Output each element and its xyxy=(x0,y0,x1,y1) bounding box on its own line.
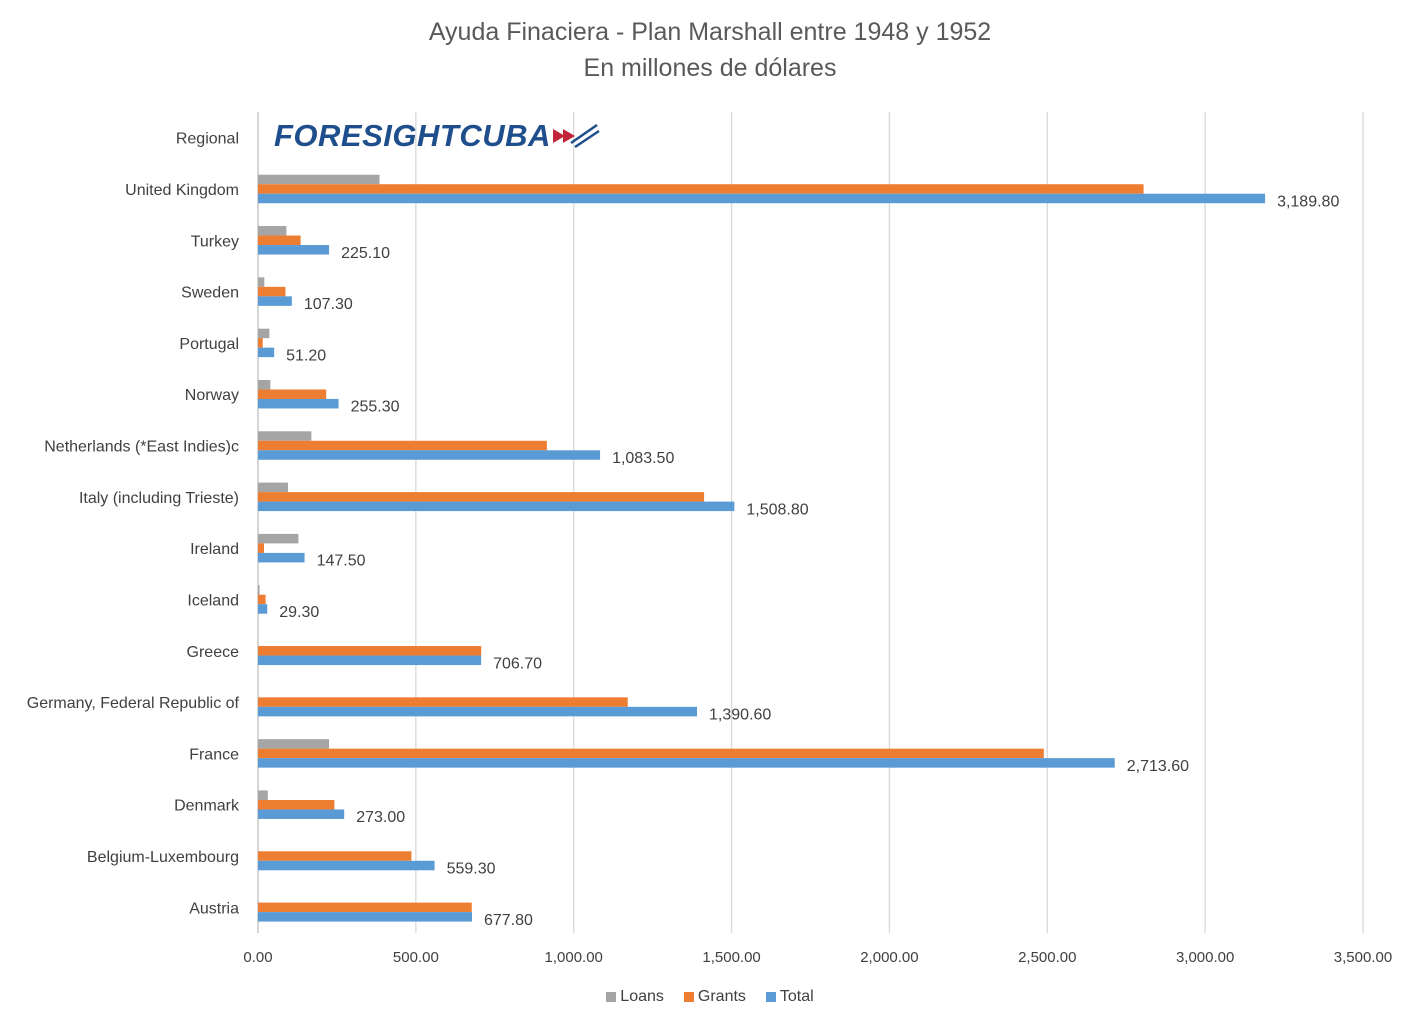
logo-arrows-icon xyxy=(552,123,600,149)
bar-grants xyxy=(258,389,327,399)
legend-item-grants: Grants xyxy=(683,988,746,1006)
category-label: Norway xyxy=(185,387,239,404)
category-label: Austria xyxy=(189,900,239,917)
bar-grants xyxy=(258,799,335,810)
bar-loans xyxy=(258,328,270,339)
legend-item-total: Total xyxy=(765,988,814,1006)
category-label: Denmark xyxy=(174,798,240,815)
bar-total xyxy=(258,912,472,922)
category-label: Germany, Federal Republic of xyxy=(27,695,240,712)
bar-total xyxy=(258,809,345,819)
total-data-label: 273.00 xyxy=(356,809,405,826)
bar-grants xyxy=(258,697,628,707)
total-data-label: 559.30 xyxy=(447,861,496,878)
bar-grants xyxy=(258,851,412,861)
bar-total xyxy=(258,552,305,563)
total-data-label: 147.50 xyxy=(317,553,366,570)
total-data-label: 1,083.50 xyxy=(612,450,674,467)
legend: Loans Grants Total xyxy=(0,988,1420,1006)
x-tick-label: 3,500.00 xyxy=(1334,949,1392,966)
total-data-label: 3,189.80 xyxy=(1277,193,1339,210)
bar-total xyxy=(258,193,1266,204)
category-label: Iceland xyxy=(187,592,239,609)
x-tick-label: 2,500.00 xyxy=(1018,949,1076,966)
bar-grants xyxy=(258,594,266,605)
foresightcuba-logo: FORESIGHTCUBA xyxy=(274,118,601,154)
bar-grants xyxy=(258,492,705,502)
total-data-label: 255.30 xyxy=(351,399,400,416)
category-label: United Kingdom xyxy=(125,182,239,199)
category-label: Ireland xyxy=(190,541,239,558)
category-label: Sweden xyxy=(181,285,239,302)
total-data-label: 107.30 xyxy=(304,296,353,313)
bar-total xyxy=(258,347,275,358)
category-label: Italy (including Trieste) xyxy=(79,490,239,507)
x-tick-label: 1,000.00 xyxy=(545,949,603,966)
legend-swatch xyxy=(765,992,776,1002)
bar-loans xyxy=(258,790,268,800)
bar-grants xyxy=(258,543,264,553)
x-tick-label: 0.00 xyxy=(243,949,272,966)
category-label: Turkey xyxy=(191,233,239,250)
bar-loans xyxy=(258,585,260,595)
bar-grants xyxy=(258,440,547,451)
bar-grants xyxy=(258,235,301,246)
x-tick-label: 1,500.00 xyxy=(702,949,760,966)
bar-grants xyxy=(258,286,286,297)
bar-loans xyxy=(258,174,380,185)
bar-loans xyxy=(258,379,271,390)
bar-grants xyxy=(258,184,1144,194)
category-label: Portugal xyxy=(179,336,239,353)
category-label: Belgium-Luxembourg xyxy=(87,849,239,866)
category-label: Greece xyxy=(187,644,240,661)
bar-grants xyxy=(258,748,1044,759)
x-tick-label: 2,000.00 xyxy=(860,949,918,966)
bar-loans xyxy=(258,482,288,493)
legend-swatch xyxy=(606,992,617,1002)
bar-loans xyxy=(258,739,330,749)
total-data-label: 51.20 xyxy=(286,347,326,364)
bar-loans xyxy=(258,533,299,544)
total-data-label: 1,390.60 xyxy=(709,707,771,724)
logo-text: FORESIGHTCUBA xyxy=(274,118,551,153)
bar-total xyxy=(258,501,735,512)
category-label: Netherlands (*East Indies)c xyxy=(44,439,239,456)
bar-loans xyxy=(258,226,287,236)
total-data-label: 677.80 xyxy=(484,912,533,929)
bar-total xyxy=(258,398,339,409)
legend-item-loans: Loans xyxy=(606,988,664,1006)
category-label: Regional xyxy=(176,131,239,148)
bar-loans xyxy=(258,277,265,287)
bar-grants xyxy=(258,338,263,348)
bar-total xyxy=(258,706,698,717)
total-data-label: 706.70 xyxy=(493,655,542,672)
bar-loans xyxy=(258,431,312,441)
bar-total xyxy=(258,758,1115,768)
legend-label: Total xyxy=(779,988,814,1005)
bar-total xyxy=(258,450,601,460)
bar-grants xyxy=(258,646,482,656)
total-data-label: 2,713.60 xyxy=(1127,758,1189,775)
x-tick-label: 500.00 xyxy=(393,949,439,966)
chart-subtitle: En millones de dólares xyxy=(583,54,837,82)
legend-label: Grants xyxy=(697,988,746,1005)
x-tick-label: 3,000.00 xyxy=(1176,949,1234,966)
bar-total xyxy=(258,860,435,871)
total-data-label: 1,508.80 xyxy=(746,501,808,518)
bar-total xyxy=(258,604,268,614)
bar-total xyxy=(258,245,330,255)
total-data-label: 29.30 xyxy=(279,604,319,621)
legend-swatch xyxy=(683,992,694,1002)
bar-total xyxy=(258,296,292,306)
bar-grants xyxy=(258,902,472,913)
chart-title: Ayuda Finaciera - Plan Marshall entre 19… xyxy=(428,18,992,46)
legend-label: Loans xyxy=(620,988,664,1005)
total-data-label: 225.10 xyxy=(341,245,390,262)
category-label: France xyxy=(189,746,239,763)
bar-total xyxy=(258,655,482,666)
